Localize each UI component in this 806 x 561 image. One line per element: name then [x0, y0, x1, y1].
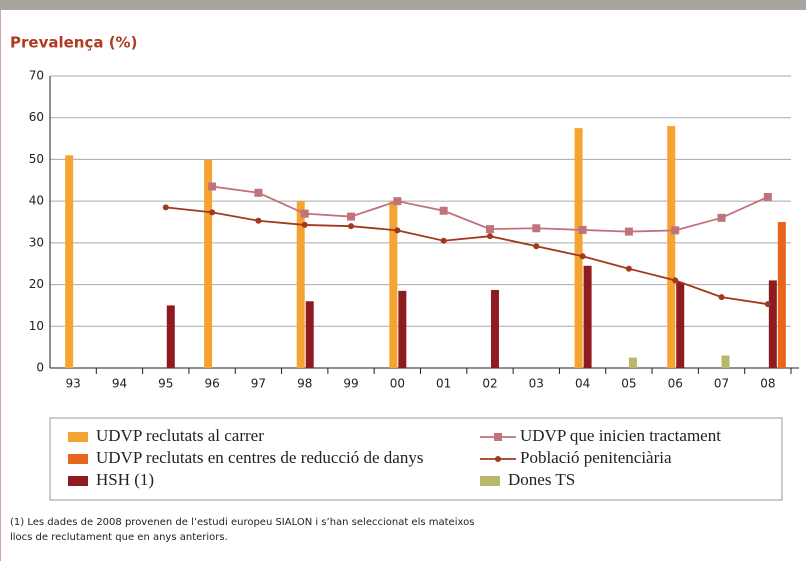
marker — [439, 206, 448, 215]
bar — [305, 301, 314, 368]
marker — [393, 197, 402, 206]
y-tick-label: 50 — [29, 152, 44, 166]
legend-swatch — [495, 456, 501, 462]
x-tick-label: 03 — [529, 377, 544, 391]
y-tick-label: 30 — [29, 235, 44, 249]
marker — [208, 182, 217, 191]
marker — [162, 204, 169, 211]
legend-label: Població penitenciària — [520, 448, 672, 467]
marker — [254, 188, 263, 197]
x-tick-label: 93 — [66, 377, 81, 391]
top-band — [0, 0, 806, 10]
bar — [721, 355, 730, 368]
bar — [777, 222, 786, 368]
marker — [625, 265, 632, 272]
marker — [486, 233, 493, 240]
marker — [485, 225, 494, 234]
x-tick-label: 02 — [482, 377, 497, 391]
marker — [440, 237, 447, 244]
x-tick-label: 07 — [714, 377, 729, 391]
marker — [394, 227, 401, 234]
footnote: (1) Les dades de 2008 provenen de l’estu… — [10, 517, 474, 528]
legend-box — [49, 417, 783, 501]
marker — [533, 243, 540, 250]
bar — [65, 155, 74, 368]
x-tick-label: 08 — [760, 377, 775, 391]
legend-swatch — [494, 433, 502, 441]
marker — [348, 223, 355, 230]
marker — [347, 212, 356, 221]
legend-label: UDVP reclutats en centres de reducció de… — [96, 448, 423, 467]
marker — [671, 226, 680, 235]
bar — [296, 201, 305, 368]
marker — [209, 209, 216, 216]
bar — [676, 282, 685, 368]
marker — [764, 301, 771, 308]
marker — [578, 225, 587, 234]
marker — [532, 224, 541, 233]
bar — [490, 289, 499, 368]
y-tick-label: 10 — [29, 319, 44, 333]
chart-title: Prevalença (%) — [10, 34, 137, 52]
footnote: llocs de reclutament que en anys anterio… — [10, 532, 228, 543]
x-tick-label: 94 — [112, 377, 127, 391]
marker — [301, 221, 308, 228]
x-tick-label: 01 — [436, 377, 451, 391]
legend-label: UDVP reclutats al carrer — [96, 426, 264, 445]
x-tick-label: 98 — [297, 377, 312, 391]
bar — [628, 357, 637, 368]
marker — [672, 277, 679, 284]
bar — [768, 280, 777, 368]
legend-swatch — [68, 432, 88, 442]
marker — [763, 192, 772, 201]
bar — [583, 265, 592, 368]
y-tick-label: 60 — [29, 110, 44, 124]
x-tick-label: 00 — [390, 377, 405, 391]
legend-label: Dones TS — [508, 470, 575, 489]
x-tick-label: 95 — [158, 377, 173, 391]
bar — [574, 128, 583, 368]
bar — [166, 305, 175, 368]
legend-swatch — [480, 476, 500, 486]
y-tick-label: 70 — [29, 69, 44, 83]
x-tick-label: 06 — [668, 377, 683, 391]
marker — [717, 213, 726, 222]
marker — [624, 227, 633, 236]
marker — [579, 253, 586, 260]
y-tick-label: 0 — [36, 361, 44, 375]
bar — [398, 290, 407, 368]
line — [165, 206, 768, 306]
x-tick-label: 04 — [575, 377, 590, 391]
x-tick-label: 05 — [621, 377, 636, 391]
bar — [204, 159, 213, 368]
x-tick-label: 96 — [204, 377, 219, 391]
legend-label: HSH (1) — [96, 470, 154, 489]
x-tick-label: 97 — [251, 377, 266, 391]
x-tick-label: 99 — [343, 377, 358, 391]
marker — [255, 217, 262, 224]
legend-swatch — [68, 454, 88, 464]
bar — [389, 201, 398, 368]
legend-swatch — [68, 476, 88, 486]
legend-label: UDVP que inicien tractament — [520, 426, 721, 445]
bar — [667, 126, 676, 368]
y-tick-label: 20 — [29, 277, 44, 291]
marker — [300, 209, 309, 218]
y-tick-label: 40 — [29, 194, 44, 208]
marker — [718, 294, 725, 301]
